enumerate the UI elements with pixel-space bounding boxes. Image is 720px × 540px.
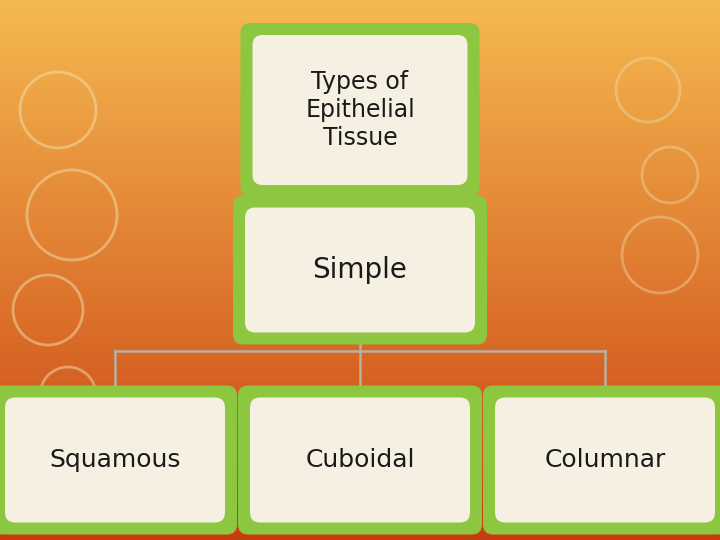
Text: Cuboidal: Cuboidal — [305, 448, 415, 472]
FancyBboxPatch shape — [238, 386, 482, 535]
Text: Columnar: Columnar — [544, 448, 666, 472]
Text: Squamous: Squamous — [49, 448, 181, 472]
FancyBboxPatch shape — [250, 397, 470, 523]
FancyBboxPatch shape — [233, 195, 487, 345]
FancyBboxPatch shape — [495, 397, 715, 523]
FancyBboxPatch shape — [240, 23, 480, 197]
FancyBboxPatch shape — [0, 386, 237, 535]
FancyBboxPatch shape — [483, 386, 720, 535]
FancyBboxPatch shape — [5, 397, 225, 523]
FancyBboxPatch shape — [245, 207, 475, 333]
Text: Simple: Simple — [312, 256, 408, 284]
Text: Types of
Epithelial
Tissue: Types of Epithelial Tissue — [305, 70, 415, 150]
FancyBboxPatch shape — [253, 35, 467, 185]
